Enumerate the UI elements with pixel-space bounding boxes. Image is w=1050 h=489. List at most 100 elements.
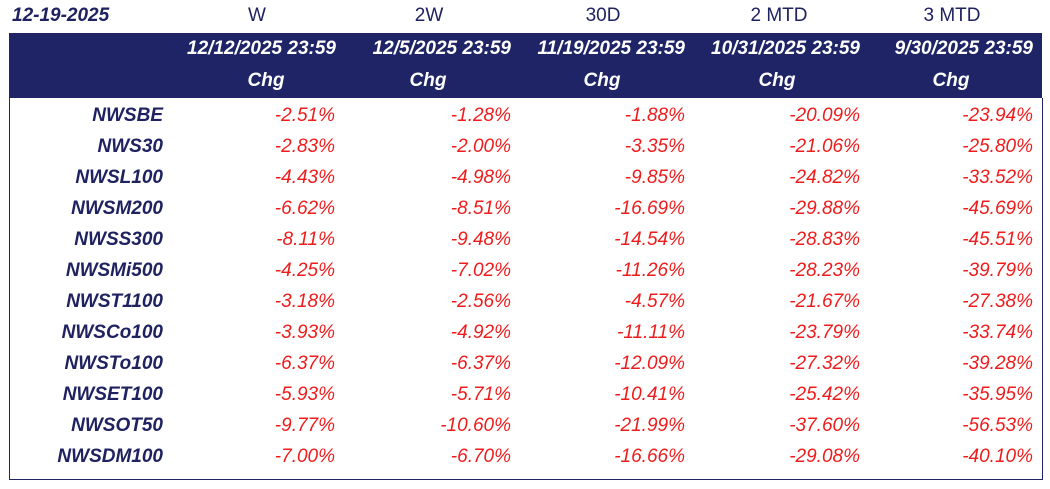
col-chg-w: Chg: [247, 70, 285, 91]
value-30d: -14.54%: [614, 229, 685, 250]
row-label: NWSCo100: [61, 322, 163, 343]
value-2w: -4.98%: [450, 167, 511, 188]
value-2w: -6.37%: [450, 353, 511, 374]
row-label: NWSET100: [62, 384, 163, 405]
value-2mtd: -27.32%: [789, 353, 860, 374]
col-date-3mtd: 9/30/2025 23:59: [894, 38, 1033, 59]
value-2w: -1.28%: [450, 105, 511, 126]
value-2mtd: -37.60%: [789, 415, 860, 436]
value-3mtd: -33.74%: [962, 322, 1033, 343]
value-30d: -10.41%: [614, 384, 685, 405]
value-30d: -4.57%: [624, 291, 685, 312]
value-w: -2.51%: [274, 105, 335, 126]
value-2w: -2.56%: [450, 291, 511, 312]
value-2mtd: -21.06%: [789, 136, 860, 157]
table-row: NWS30 -2.83% -2.00% -3.35% -21.06% -25.8…: [10, 130, 1042, 161]
table-row: NWSM200 -6.62% -8.51% -16.69% -29.88% -4…: [10, 192, 1042, 223]
period-w: W: [248, 5, 266, 26]
row-label: NWSOT50: [71, 415, 163, 436]
value-w: -3.18%: [274, 291, 335, 312]
value-w: -7.00%: [274, 446, 335, 467]
col-chg-2mtd: Chg: [758, 70, 796, 91]
value-30d: -1.88%: [624, 105, 685, 126]
row-label: NWSMi500: [65, 260, 163, 281]
table-row: NWST1100 -3.18% -2.56% -4.57% -21.67% -2…: [10, 285, 1042, 316]
value-2mtd: -23.79%: [789, 322, 860, 343]
row-label: NWSDM100: [57, 446, 163, 467]
period-2mtd: 2 MTD: [750, 5, 808, 26]
row-label: NWS30: [97, 136, 163, 157]
col-date-30d: 11/19/2025 23:59: [537, 38, 685, 59]
period-3mtd: 3 MTD: [923, 5, 981, 26]
value-w: -6.62%: [274, 198, 335, 219]
value-30d: -11.11%: [617, 322, 685, 343]
value-3mtd: -40.10%: [962, 446, 1033, 467]
value-2mtd: -20.09%: [789, 105, 860, 126]
value-3mtd: -25.80%: [962, 136, 1033, 157]
value-w: -2.83%: [274, 136, 335, 157]
value-2mtd: -24.82%: [789, 167, 860, 188]
value-3mtd: -35.95%: [962, 384, 1033, 405]
col-chg-2w: Chg: [409, 70, 447, 91]
value-3mtd: -56.53%: [962, 415, 1033, 436]
row-label: NWSS300: [74, 229, 163, 250]
table-header: 12/12/2025 23:59 12/5/2025 23:59 11/19/2…: [9, 33, 1042, 98]
value-30d: -21.99%: [614, 415, 685, 436]
value-w: -8.11%: [276, 229, 335, 250]
value-2w: -7.02%: [450, 260, 511, 281]
value-3mtd: -39.79%: [962, 260, 1033, 281]
row-label: NWSBE: [92, 105, 163, 126]
row-label: NWSTo100: [64, 353, 163, 374]
value-3mtd: -23.94%: [962, 105, 1033, 126]
row-label: NWSM200: [71, 198, 163, 219]
value-w: -9.77%: [274, 415, 335, 436]
value-3mtd: -33.52%: [962, 167, 1033, 188]
row-label: NWST1100: [66, 291, 163, 312]
table-row: NWSDM100 -7.00% -6.70% -16.66% -29.08% -…: [10, 440, 1042, 471]
table-row: NWSL100 -4.43% -4.98% -9.85% -24.82% -33…: [10, 161, 1042, 192]
value-2w: -9.48%: [450, 229, 511, 250]
value-2mtd: -28.23%: [789, 260, 860, 281]
value-30d: -12.09%: [614, 353, 685, 374]
value-2w: -10.60%: [440, 415, 511, 436]
value-30d: -16.69%: [614, 198, 685, 219]
value-2mtd: -29.08%: [789, 446, 860, 467]
value-30d: -11.26%: [615, 260, 685, 281]
value-2w: -2.00%: [450, 136, 511, 157]
value-2mtd: -21.67%: [789, 291, 860, 312]
table-row: NWSMi500 -4.25% -7.02% -11.26% -28.23% -…: [10, 254, 1042, 285]
table-row: NWSBE -2.51% -1.28% -1.88% -20.09% -23.9…: [10, 99, 1042, 130]
value-2w: -4.92%: [450, 322, 511, 343]
report-date: 12-19-2025: [12, 5, 110, 26]
col-date-2w: 12/5/2025 23:59: [372, 38, 511, 59]
value-3mtd: -39.28%: [962, 353, 1033, 374]
col-chg-30d: Chg: [583, 70, 621, 91]
table-row: NWSOT50 -9.77% -10.60% -21.99% -37.60% -…: [10, 409, 1042, 440]
value-w: -6.37%: [274, 353, 335, 374]
period-30d: 30D: [585, 5, 621, 26]
value-2w: -5.71%: [450, 384, 511, 405]
table-row: NWSS300 -8.11% -9.48% -14.54% -28.83% -4…: [10, 223, 1042, 254]
value-2mtd: -25.42%: [789, 384, 860, 405]
value-30d: -16.66%: [614, 446, 685, 467]
value-2w: -8.51%: [450, 198, 511, 219]
value-30d: -9.85%: [624, 167, 685, 188]
value-2w: -6.70%: [450, 446, 511, 467]
value-w: -4.43%: [274, 167, 335, 188]
period-row: 12-19-2025 W 2W 30D 2 MTD 3 MTD: [0, 0, 1050, 32]
value-w: -4.25%: [274, 260, 335, 281]
col-date-w: 12/12/2025 23:59: [187, 38, 336, 59]
value-2mtd: -28.83%: [789, 229, 860, 250]
value-w: -5.93%: [274, 384, 335, 405]
period-2w: 2W: [414, 5, 444, 26]
value-3mtd: -27.38%: [962, 291, 1033, 312]
value-2mtd: -29.88%: [789, 198, 860, 219]
value-3mtd: -45.51%: [962, 229, 1033, 250]
table-body: NWSBE -2.51% -1.28% -1.88% -20.09% -23.9…: [9, 98, 1043, 480]
row-label: NWSL100: [75, 167, 163, 188]
col-date-2mtd: 10/31/2025 23:59: [711, 38, 860, 59]
table-row: NWSTo100 -6.37% -6.37% -12.09% -27.32% -…: [10, 347, 1042, 378]
value-w: -3.93%: [274, 322, 335, 343]
value-30d: -3.35%: [624, 136, 685, 157]
table-row: NWSET100 -5.93% -5.71% -10.41% -25.42% -…: [10, 378, 1042, 409]
